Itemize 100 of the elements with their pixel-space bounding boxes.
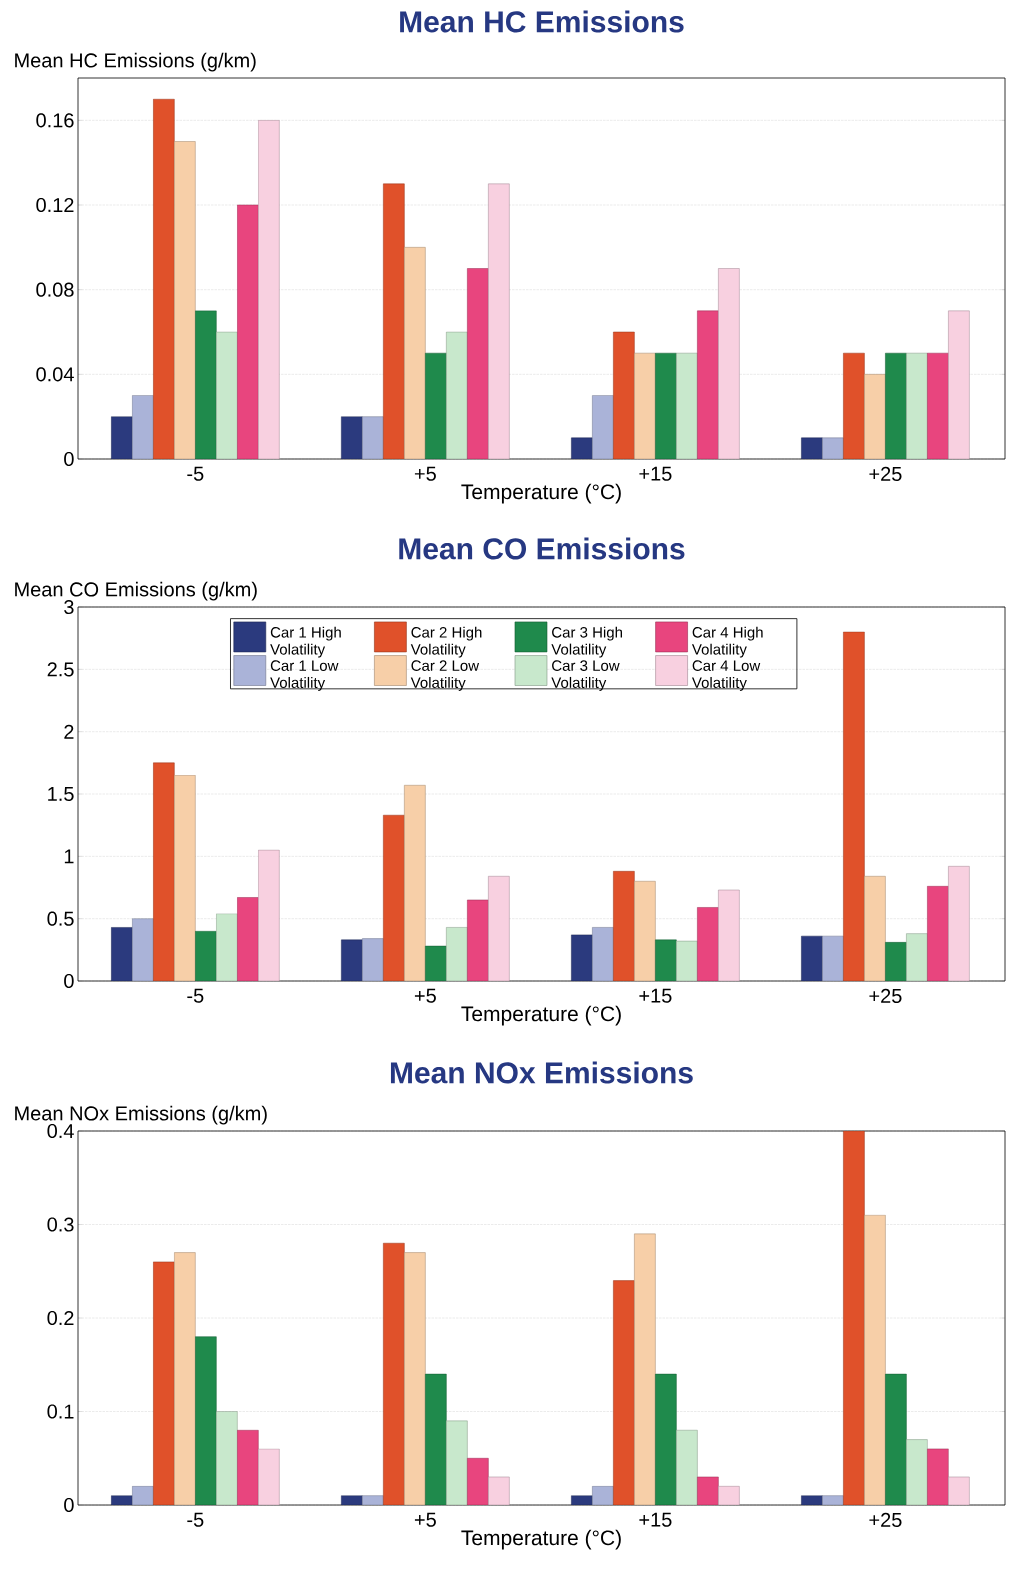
bar [801, 935, 823, 982]
x-tick-label: +5 [414, 988, 436, 1003]
y-tick-label: 1 [64, 849, 74, 864]
bar [571, 934, 593, 982]
bar [697, 907, 719, 982]
y-axis-title: Mean HC Emissions (g/km) [15, 52, 256, 72]
y-tick-label: 2 [64, 724, 74, 739]
bar [927, 352, 949, 459]
bar [362, 938, 384, 982]
bar [613, 331, 635, 459]
bar [864, 876, 886, 982]
bar [216, 1411, 238, 1506]
legend-label: Car 1 Low Volatility [270, 660, 339, 691]
bar [676, 352, 698, 459]
x-tick-label: +5 [414, 1512, 436, 1527]
bar [362, 1495, 384, 1506]
bar [341, 416, 363, 459]
y-tick-label: 0.3 [47, 1217, 74, 1232]
y-tick-label: 0.5 [47, 911, 74, 926]
bar [676, 940, 698, 982]
bar [885, 942, 907, 982]
y-tick-label: 0 [64, 1497, 74, 1513]
bar [885, 1373, 907, 1506]
bar [258, 120, 280, 459]
bar [927, 886, 949, 982]
y-tick-label: 0.12 [36, 197, 74, 213]
bar [237, 897, 259, 982]
bar [153, 1261, 175, 1506]
x-axis-title: Temperature (°C) [461, 1005, 621, 1026]
bar [383, 1242, 405, 1506]
y-tick-label: 0 [64, 973, 74, 989]
y-axis-title: Mean NOx Emissions (g/km) [15, 1105, 267, 1125]
legend-label: Car 3 High Volatility [551, 626, 622, 658]
bar [488, 876, 510, 982]
bar [655, 1373, 677, 1506]
x-tick-label: +25 [869, 988, 902, 1003]
x-tick-label: -5 [187, 1512, 204, 1527]
y-tick-label: 0.04 [36, 367, 74, 382]
bar [216, 913, 238, 982]
bar [906, 1439, 928, 1506]
bar [906, 933, 928, 982]
bar [111, 927, 133, 982]
bar [362, 416, 384, 459]
bar [174, 1252, 196, 1506]
bar [592, 1486, 614, 1506]
legend-label: Car 2 Low Volatility [410, 660, 480, 691]
x-tick-label: +15 [639, 1512, 672, 1527]
bar [843, 1131, 865, 1506]
y-tick-label: 1.5 [48, 787, 74, 801]
legend-label: Car 4 Low Volatility [691, 660, 761, 691]
x-axis-title: Temperature (°C) [461, 483, 621, 504]
y-tick-label: 0.2 [47, 1310, 74, 1326]
bar [864, 374, 886, 459]
bar [425, 1373, 447, 1506]
bar [132, 918, 154, 982]
bar [592, 395, 614, 459]
bar [822, 935, 844, 982]
bar [132, 1486, 154, 1506]
bar [467, 268, 489, 459]
bar [592, 927, 614, 982]
bar [948, 310, 970, 459]
legend-label: Car 3 Low Volatility [551, 660, 620, 691]
bar [425, 945, 447, 982]
bar [948, 866, 970, 982]
bar [237, 1429, 259, 1506]
chart-title: Mean NOx Emissions [390, 1061, 693, 1084]
legend-label: Car 2 High Volatility [410, 626, 482, 658]
bar [822, 1495, 844, 1506]
x-tick-label: +15 [639, 988, 672, 1003]
bar [801, 437, 823, 459]
bar [446, 927, 468, 982]
bar [153, 762, 175, 982]
bar [718, 889, 740, 982]
bar [718, 268, 740, 459]
bar [237, 204, 259, 459]
y-axis-title: Mean CO Emissions (g/km) [15, 581, 257, 601]
bar [655, 939, 677, 982]
bar [132, 395, 154, 459]
bar [843, 631, 865, 982]
bar [697, 310, 719, 459]
legend-label: Car 4 High Volatility [691, 626, 763, 658]
x-tick-label: +25 [869, 466, 902, 481]
bar [613, 871, 635, 982]
chart-title: Mean HC Emissions [400, 10, 684, 33]
bar [822, 437, 844, 459]
bar [446, 331, 468, 459]
bar [195, 310, 217, 459]
bar [195, 1336, 217, 1506]
x-tick-label: -5 [187, 988, 204, 1003]
bar [927, 1448, 949, 1506]
bar [404, 247, 426, 459]
bar [488, 183, 510, 459]
bar [885, 352, 907, 459]
bar [655, 352, 677, 459]
x-tick-label: +15 [639, 466, 672, 481]
y-tick-label: 2.5 [47, 662, 74, 677]
bar [634, 1233, 656, 1506]
y-tick-label: 0 [64, 451, 74, 467]
bar [906, 352, 928, 459]
bar [258, 1448, 280, 1506]
